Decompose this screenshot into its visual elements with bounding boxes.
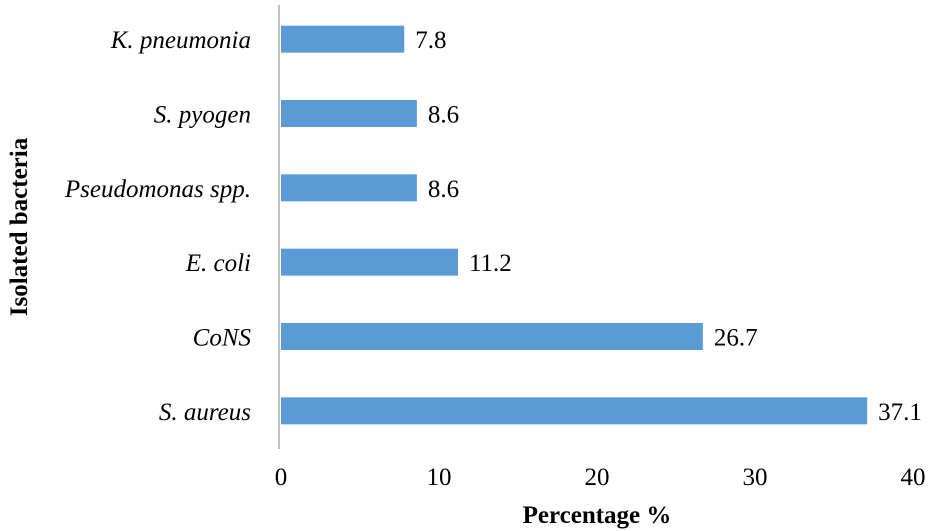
x-tick-label: 40	[901, 464, 926, 491]
y-axis-title: Isolated bacteria	[6, 137, 33, 316]
bar	[281, 174, 417, 202]
category-label: S. aureus	[159, 399, 251, 426]
x-tick-label: 10	[427, 464, 452, 491]
x-tick-label: 20	[585, 464, 610, 491]
category-labels: S. aureus CoNS E. coli Pseudomonas spp. S. p…	[64, 27, 252, 426]
bars-group	[281, 25, 868, 425]
bar	[281, 323, 703, 350]
value-labels: 37.1 26.7 11.2 8.6 8.6 7.8	[415, 27, 922, 426]
category-label: S. pyogen	[154, 102, 251, 129]
bar	[281, 100, 417, 127]
x-tick-label: 0	[275, 464, 288, 491]
category-label: Pseudomonas spp.	[64, 176, 251, 203]
data-label: 11.2	[469, 250, 512, 277]
x-axis-title: Percentage %	[523, 502, 672, 529]
data-label: 26.7	[714, 325, 758, 352]
data-label: 8.6	[428, 102, 459, 129]
data-label: 7.8	[415, 27, 446, 54]
data-label: 37.1	[878, 399, 922, 426]
category-label: K. pneumonia	[110, 27, 251, 54]
data-label: 8.6	[428, 176, 459, 203]
category-label: CoNS	[193, 325, 252, 352]
bar	[281, 248, 458, 276]
category-label: E. coli	[185, 250, 251, 277]
x-tick-labels: 0 10 20 30 40	[275, 464, 926, 491]
x-tick-label: 30	[743, 464, 768, 491]
bar	[281, 25, 405, 53]
bar	[281, 397, 868, 425]
